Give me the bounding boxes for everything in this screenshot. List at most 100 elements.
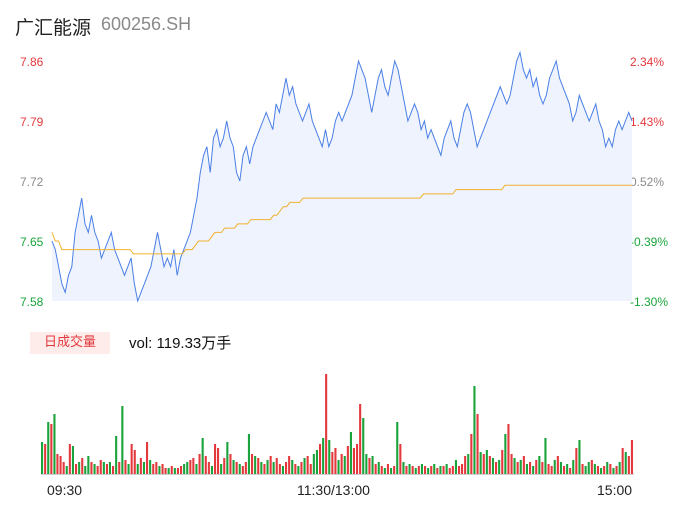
volume-bar	[575, 448, 578, 474]
volume-bar	[309, 464, 312, 474]
volume-bar	[621, 448, 624, 474]
volume-bar	[133, 450, 136, 474]
volume-bar	[362, 418, 365, 474]
volume-bar	[195, 464, 198, 474]
volume-bar	[102, 462, 105, 474]
volume-bar	[136, 464, 139, 474]
volume-bar	[232, 460, 235, 474]
volume-bar	[251, 454, 254, 474]
volume-bar	[260, 462, 263, 474]
volume-bar	[458, 466, 461, 474]
volume-bar	[229, 454, 232, 474]
volume-bar	[152, 464, 155, 474]
volume-bar	[127, 464, 130, 474]
volume-bar	[272, 462, 275, 474]
y-pct-tick: -1.30%	[630, 295, 669, 309]
volume-bar	[414, 468, 417, 474]
volume-bar	[393, 466, 396, 474]
volume-bar	[559, 462, 562, 474]
volume-bar	[241, 466, 244, 474]
volume-bar	[380, 466, 383, 474]
volume-bar	[485, 450, 488, 474]
price-area	[52, 52, 632, 302]
volume-bar	[476, 414, 479, 474]
volume-bar	[538, 456, 541, 474]
volume-bar	[81, 458, 84, 474]
volume-bar	[417, 466, 420, 474]
volume-bar	[507, 424, 510, 474]
volume-bar	[532, 466, 535, 474]
volume-bar	[220, 464, 223, 474]
volume-bar	[365, 454, 368, 474]
volume-readout: vol: 119.33万手	[129, 335, 232, 352]
y-price-tick: 7.58	[20, 295, 44, 309]
volume-bar	[99, 460, 102, 474]
volume-bar	[130, 444, 133, 474]
volume-bar	[383, 468, 386, 474]
x-tick-midday: 11:30/13:00	[297, 482, 370, 498]
volume-bar	[572, 460, 575, 474]
y-price-tick: 7.86	[20, 55, 44, 69]
volume-bar	[488, 456, 491, 474]
volume-bar	[281, 466, 284, 474]
volume-bar	[402, 462, 405, 474]
volume-bar	[96, 466, 99, 474]
volume-bar	[377, 462, 380, 474]
volume-bar	[269, 456, 272, 474]
volume-bar	[71, 446, 74, 474]
volume-bar	[173, 468, 176, 474]
volume-bar	[470, 434, 473, 474]
volume-bar	[374, 464, 377, 474]
volume-bar	[62, 462, 65, 474]
volume-bar	[556, 456, 559, 474]
volume-bar	[78, 462, 81, 474]
volume-bar	[587, 462, 590, 474]
volume-bar	[411, 466, 414, 474]
volume-bar	[390, 468, 393, 474]
volume-bar	[553, 460, 556, 474]
volume-bar	[278, 464, 281, 474]
volume-bar	[210, 466, 213, 474]
volume-bar	[300, 462, 303, 474]
volume-bar	[343, 456, 346, 474]
volume-bar	[47, 422, 50, 474]
volume-bar	[590, 460, 593, 474]
volume-bar	[186, 462, 189, 474]
volume-bar	[359, 404, 362, 474]
volume-bar	[139, 458, 142, 474]
volume-bar	[84, 466, 87, 474]
volume-bar	[118, 462, 121, 474]
volume-bar	[112, 466, 115, 474]
volume-bar	[161, 464, 164, 474]
volume-bar	[263, 464, 266, 474]
y-pct-tick: -0.39%	[630, 235, 669, 249]
volume-bar	[482, 454, 485, 474]
volume-bar	[346, 446, 349, 474]
volume-bar	[312, 454, 315, 474]
volume-bar	[275, 458, 278, 474]
volume-badge: 日成交量	[30, 332, 110, 354]
volume-bar	[176, 468, 179, 474]
volume-bar	[519, 460, 522, 474]
volume-bar	[303, 458, 306, 474]
volume-bar	[405, 466, 408, 474]
volume-bar	[408, 464, 411, 474]
volume-bar	[142, 462, 145, 474]
volume-bar	[56, 454, 59, 474]
x-tick-close: 15:00	[597, 482, 633, 498]
volume-bar	[115, 436, 118, 474]
volume-bar	[454, 460, 457, 474]
volume-bar	[498, 460, 501, 474]
volume-bar	[331, 452, 334, 474]
volume-bar	[266, 460, 269, 474]
volume-bar	[244, 462, 247, 474]
volume-bar	[547, 464, 550, 474]
volume-bar	[439, 466, 442, 474]
volume-bar	[563, 466, 566, 474]
volume-bar	[436, 468, 439, 474]
volume-bar	[93, 464, 96, 474]
volume-bar	[294, 464, 297, 474]
volume-bar	[581, 464, 584, 474]
volume-bar	[235, 462, 238, 474]
